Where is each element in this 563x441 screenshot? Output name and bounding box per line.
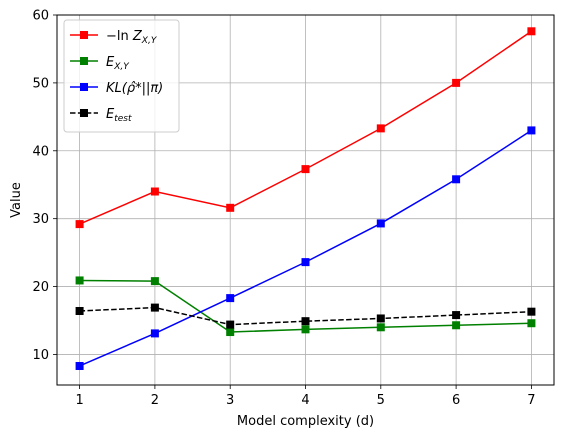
x-axis-label: Model complexity (d): [237, 414, 374, 429]
data-point: [527, 126, 536, 135]
data-point: [226, 328, 235, 337]
data-point: [150, 277, 159, 286]
y-tick-label: 50: [32, 76, 49, 91]
x-tick-label: 7: [527, 393, 535, 408]
x-axis: 1 2 3 4 5 6 7: [75, 385, 536, 408]
data-point: [452, 311, 461, 320]
data-point: [301, 317, 310, 326]
grid: [57, 14, 554, 385]
legend-marker: [80, 57, 88, 65]
data-point: [226, 294, 235, 303]
data-point: [150, 329, 159, 338]
data-point: [301, 325, 310, 334]
x-tick-label: 6: [452, 393, 460, 408]
y-axis: 10 20 30 40 50 60: [32, 9, 57, 363]
data-point: [150, 303, 159, 312]
data-point: [226, 203, 235, 212]
data-point: [376, 219, 385, 228]
data-point: [376, 314, 385, 323]
y-tick-label: 60: [32, 9, 49, 24]
x-tick-label: 3: [226, 393, 234, 408]
x-tick-label: 5: [377, 393, 385, 408]
data-point: [75, 307, 84, 315]
legend-marker: [80, 109, 88, 117]
y-tick-label: 20: [32, 280, 49, 295]
data-point: [376, 124, 385, 133]
legend: −ln ZX,Y EX,Y KL(ρ̂*||π) Etest: [63, 19, 180, 133]
data-point: [527, 307, 536, 316]
data-point: [452, 78, 461, 87]
data-point: [226, 320, 235, 329]
data-point: [452, 321, 461, 330]
legend-marker: [80, 83, 88, 91]
y-tick-label: 30: [32, 212, 49, 227]
data-point: [301, 165, 310, 174]
x-tick-label: 1: [75, 393, 83, 408]
data-point: [75, 361, 84, 370]
legend-marker: [80, 31, 88, 39]
legend-label: −ln ZX,Y: [106, 29, 158, 46]
data-point: [75, 220, 84, 229]
data-point: [527, 27, 536, 36]
data-point: [301, 258, 310, 267]
y-axis-label: Value: [9, 182, 24, 218]
data-point: [150, 187, 159, 196]
y-tick-label: 10: [32, 348, 49, 363]
data-point: [527, 319, 536, 328]
data-point: [452, 175, 461, 184]
x-tick-label: 4: [301, 393, 309, 408]
data-point: [75, 276, 84, 285]
legend-box: [63, 19, 180, 133]
legend-label: Etest: [106, 107, 132, 124]
y-tick-label: 40: [32, 144, 49, 159]
series-markers: [75, 27, 536, 370]
data-point: [376, 323, 385, 332]
legend-label: KL(ρ̂*||π): [106, 81, 163, 96]
x-tick-label: 2: [151, 393, 159, 408]
legend-label: EX,Y: [106, 55, 130, 72]
